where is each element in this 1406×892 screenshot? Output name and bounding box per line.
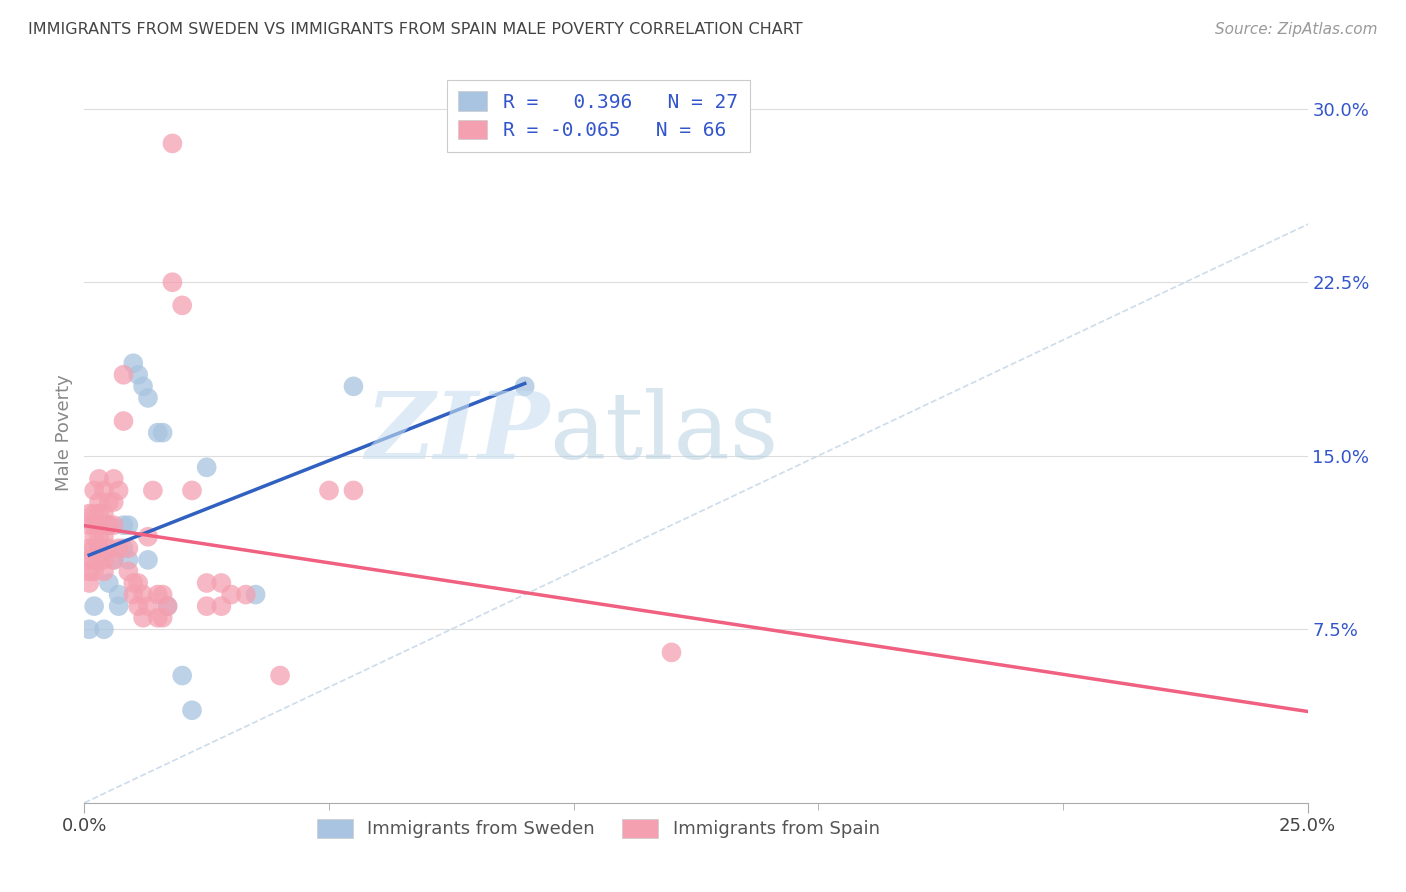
Point <box>93 622 115 636</box>
Point <box>132 610 155 624</box>
Point <box>112 541 135 556</box>
Point <box>112 518 135 533</box>
Point <box>83 599 105 614</box>
Point <box>661 645 683 659</box>
Point <box>97 495 120 509</box>
Point <box>103 518 125 533</box>
Point <box>87 553 110 567</box>
Point <box>195 599 218 614</box>
Point <box>93 565 115 579</box>
Point <box>83 530 105 544</box>
Point <box>103 495 125 509</box>
Point <box>107 483 129 498</box>
Point <box>87 507 110 521</box>
Point <box>181 483 204 498</box>
Point <box>127 576 149 591</box>
Point <box>107 599 129 614</box>
Point <box>103 472 125 486</box>
Point <box>136 391 159 405</box>
Point <box>122 356 145 370</box>
Point <box>162 275 184 289</box>
Point <box>117 553 139 567</box>
Point <box>195 576 218 591</box>
Point <box>152 588 174 602</box>
Point <box>112 368 135 382</box>
Point <box>132 379 155 393</box>
Point <box>87 541 110 556</box>
Point <box>83 518 105 533</box>
Point <box>103 553 125 567</box>
Point <box>97 518 120 533</box>
Point <box>127 368 149 382</box>
Point <box>83 507 105 521</box>
Point <box>87 541 110 556</box>
Point <box>146 425 169 440</box>
Point <box>77 622 100 636</box>
Point <box>122 588 145 602</box>
Point <box>87 518 110 533</box>
Point <box>136 530 159 544</box>
Point <box>136 553 159 567</box>
Point <box>83 541 105 556</box>
Point <box>245 588 267 602</box>
Point <box>87 495 110 509</box>
Point <box>342 379 364 393</box>
Point <box>142 483 165 498</box>
Point <box>152 610 174 624</box>
Point <box>219 588 242 602</box>
Point <box>93 530 115 544</box>
Point <box>342 483 364 498</box>
Point <box>77 565 100 579</box>
Point <box>269 668 291 682</box>
Point <box>97 518 120 533</box>
Y-axis label: Male Poverty: Male Poverty <box>55 375 73 491</box>
Point <box>112 414 135 428</box>
Point <box>77 553 100 567</box>
Point <box>107 588 129 602</box>
Text: ZIP: ZIP <box>366 388 550 477</box>
Point <box>93 483 115 498</box>
Point <box>103 553 125 567</box>
Point <box>117 518 139 533</box>
Point <box>83 565 105 579</box>
Legend: Immigrants from Sweden, Immigrants from Spain: Immigrants from Sweden, Immigrants from … <box>309 812 887 846</box>
Point <box>117 565 139 579</box>
Point <box>172 298 194 312</box>
Point <box>83 553 105 567</box>
Point <box>209 576 232 591</box>
Point <box>97 541 120 556</box>
Text: IMMIGRANTS FROM SWEDEN VS IMMIGRANTS FROM SPAIN MALE POVERTY CORRELATION CHART: IMMIGRANTS FROM SWEDEN VS IMMIGRANTS FRO… <box>28 22 803 37</box>
Point <box>172 668 194 682</box>
Point <box>77 507 100 521</box>
Point <box>132 588 155 602</box>
Text: Source: ZipAtlas.com: Source: ZipAtlas.com <box>1215 22 1378 37</box>
Point <box>127 599 149 614</box>
Point <box>513 379 536 393</box>
Point <box>77 576 100 591</box>
Point <box>77 518 100 533</box>
Point <box>156 599 179 614</box>
Point <box>93 507 115 521</box>
Point <box>318 483 340 498</box>
Text: atlas: atlas <box>550 388 779 477</box>
Point <box>136 599 159 614</box>
Point <box>87 530 110 544</box>
Point <box>107 541 129 556</box>
Point <box>97 576 120 591</box>
Point <box>117 541 139 556</box>
Point <box>156 599 179 614</box>
Point <box>93 553 115 567</box>
Point <box>235 588 257 602</box>
Point <box>181 703 204 717</box>
Point <box>146 588 169 602</box>
Point <box>122 576 145 591</box>
Point <box>195 460 218 475</box>
Point <box>77 541 100 556</box>
Point <box>146 610 169 624</box>
Point <box>152 425 174 440</box>
Point <box>209 599 232 614</box>
Point <box>83 483 105 498</box>
Point <box>87 472 110 486</box>
Point <box>162 136 184 151</box>
